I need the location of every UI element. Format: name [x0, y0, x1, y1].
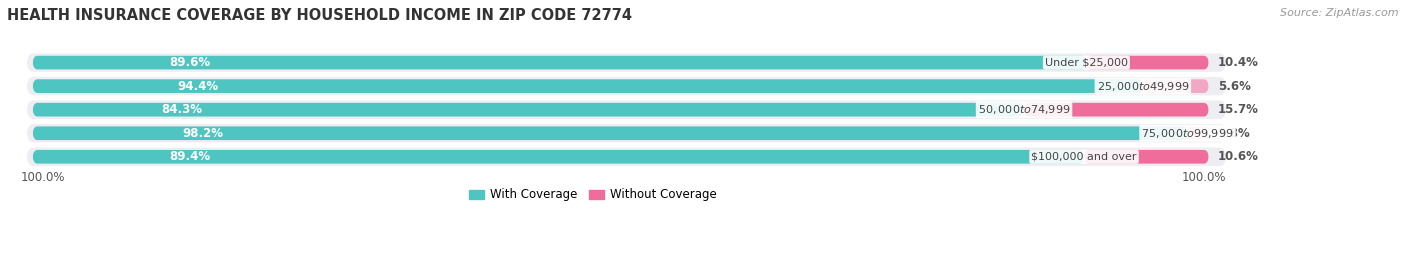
Text: 84.3%: 84.3% — [162, 103, 202, 116]
FancyBboxPatch shape — [27, 77, 1226, 95]
Text: 5.6%: 5.6% — [1218, 80, 1251, 93]
Text: 89.4%: 89.4% — [169, 150, 211, 163]
FancyBboxPatch shape — [1087, 56, 1209, 69]
FancyBboxPatch shape — [32, 103, 1024, 116]
FancyBboxPatch shape — [27, 101, 1226, 119]
Legend: With Coverage, Without Coverage: With Coverage, Without Coverage — [464, 184, 721, 206]
Text: $25,000 to $49,999: $25,000 to $49,999 — [1097, 80, 1189, 93]
Text: 10.6%: 10.6% — [1218, 150, 1258, 163]
FancyBboxPatch shape — [1024, 103, 1209, 116]
FancyBboxPatch shape — [32, 79, 1143, 93]
Text: 89.6%: 89.6% — [170, 56, 211, 69]
Text: 100.0%: 100.0% — [21, 171, 66, 184]
Text: 15.7%: 15.7% — [1218, 103, 1258, 116]
Text: $75,000 to $99,999: $75,000 to $99,999 — [1142, 127, 1234, 140]
FancyBboxPatch shape — [1188, 126, 1209, 140]
Text: 94.4%: 94.4% — [177, 80, 218, 93]
FancyBboxPatch shape — [27, 124, 1226, 142]
Text: $50,000 to $74,999: $50,000 to $74,999 — [977, 103, 1070, 116]
Text: 98.2%: 98.2% — [183, 127, 224, 140]
Text: HEALTH INSURANCE COVERAGE BY HOUSEHOLD INCOME IN ZIP CODE 72774: HEALTH INSURANCE COVERAGE BY HOUSEHOLD I… — [7, 8, 633, 23]
FancyBboxPatch shape — [32, 56, 1087, 69]
FancyBboxPatch shape — [1084, 150, 1209, 164]
FancyBboxPatch shape — [1143, 79, 1209, 93]
Text: Under $25,000: Under $25,000 — [1045, 58, 1128, 68]
Text: $100,000 and over: $100,000 and over — [1031, 152, 1137, 162]
FancyBboxPatch shape — [27, 54, 1226, 72]
FancyBboxPatch shape — [32, 150, 1084, 164]
Text: 100.0%: 100.0% — [1182, 171, 1226, 184]
FancyBboxPatch shape — [27, 148, 1226, 166]
Text: 10.4%: 10.4% — [1218, 56, 1258, 69]
Text: 1.8%: 1.8% — [1218, 127, 1251, 140]
FancyBboxPatch shape — [32, 126, 1188, 140]
Text: Source: ZipAtlas.com: Source: ZipAtlas.com — [1281, 8, 1399, 18]
